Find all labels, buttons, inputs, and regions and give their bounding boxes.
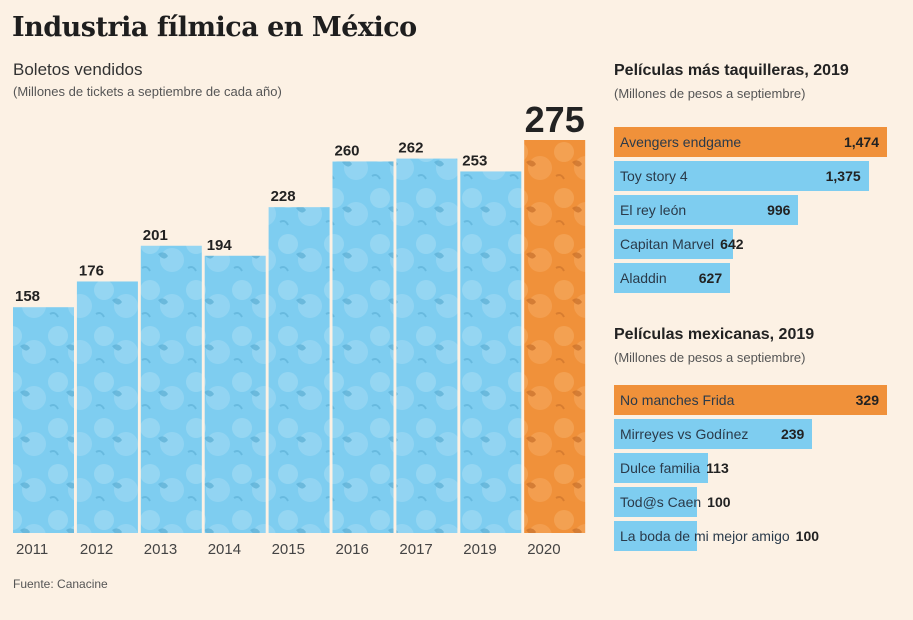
hbar-row: La boda de mi mejor amigo 100	[614, 521, 819, 551]
value-label-2019: 253	[462, 152, 487, 169]
x-tick-2017: 2017	[399, 541, 432, 558]
top-grossing-title: Películas más taquilleras, 2019	[614, 62, 849, 79]
mexican-films-subtitle: (Millones de pesos a septiembre)	[614, 350, 806, 365]
top-grossing-subtitle: (Millones de pesos a septiembre)	[614, 86, 806, 101]
bar-2012	[76, 281, 138, 533]
hbar-value: 113	[706, 460, 729, 476]
tickets-chart-subtitle: (Millones de tickets a septiembre de cad…	[13, 84, 282, 99]
x-tick-2019: 2019	[463, 541, 496, 558]
x-tick-2013: 2013	[144, 541, 177, 558]
hbar-row: Dulce familia 113	[614, 453, 729, 483]
hbar-value: 100	[795, 528, 820, 544]
hbar-label: No manches Frida	[620, 392, 735, 408]
hbar-row: Capitan Marvel 642	[614, 229, 744, 259]
hbar-label: Capitan Marvel	[620, 236, 715, 252]
hbar-row: Toy story 4 1,375	[614, 161, 869, 191]
hbar-row: El rey león 996	[614, 195, 799, 225]
value-label-2014: 194	[207, 237, 233, 254]
hbar-label: La boda de mi mejor amigo	[620, 528, 790, 544]
value-label-2020: 275	[525, 99, 585, 140]
bar-2015	[268, 207, 330, 533]
hbar-value: 996	[767, 202, 791, 218]
hbar-value: 1,474	[843, 134, 879, 150]
hbar-label: Mirreyes vs Godínez	[620, 426, 749, 442]
bar-2019	[460, 171, 522, 533]
mexican-films-title: Películas mexicanas, 2019	[614, 326, 815, 343]
x-tick-2015: 2015	[272, 541, 305, 558]
value-label-2012: 176	[79, 262, 104, 279]
hbar-label: Aladdin	[620, 270, 667, 286]
bar-2013	[140, 245, 202, 533]
hbar-row: Aladdin 627	[614, 263, 731, 293]
value-label-2017: 262	[398, 140, 423, 157]
hbar-row: Avengers endgame 1,474	[614, 127, 887, 157]
bar-2017	[396, 158, 458, 533]
hbar-value: 100	[707, 494, 731, 510]
hbar-value: 239	[780, 426, 805, 442]
hbar-label: Toy story 4	[620, 168, 688, 184]
hbar-label: Avengers endgame	[620, 134, 742, 150]
hbar-row: Tod@s Caen 100	[614, 487, 731, 517]
value-label-2011: 158	[15, 288, 40, 305]
page-title: Industria fílmica en México	[12, 12, 417, 43]
hbar-value: 329	[855, 392, 879, 408]
x-tick-2014: 2014	[208, 541, 241, 558]
bar-2014	[204, 255, 266, 534]
hbar-row: No manches Frida 329	[614, 385, 887, 415]
bar-2011	[13, 307, 74, 533]
value-label-2013: 201	[143, 227, 168, 244]
hbar-label: Tod@s Caen	[620, 494, 702, 510]
tickets-chart-title: Boletos vendidos	[13, 60, 143, 79]
x-tick-2016: 2016	[336, 541, 369, 558]
x-tick-2020: 2020	[527, 541, 560, 558]
hbar-value: 642	[720, 236, 744, 252]
hbar-value: 627	[698, 270, 723, 286]
value-label-2015: 228	[271, 188, 296, 205]
x-tick-2012: 2012	[80, 541, 113, 558]
hbar-label: El rey león	[620, 202, 687, 218]
bar-2016	[332, 161, 394, 533]
x-tick-2011: 2011	[16, 541, 48, 558]
source-note: Fuente: Canacine	[13, 577, 108, 591]
bar-2020	[524, 140, 586, 533]
hbar-value: 1,375	[825, 168, 861, 184]
hbar-label: Dulce familia	[620, 460, 701, 476]
hbar-row: Mirreyes vs Godínez 239	[614, 419, 813, 449]
value-label-2016: 260	[335, 142, 360, 159]
